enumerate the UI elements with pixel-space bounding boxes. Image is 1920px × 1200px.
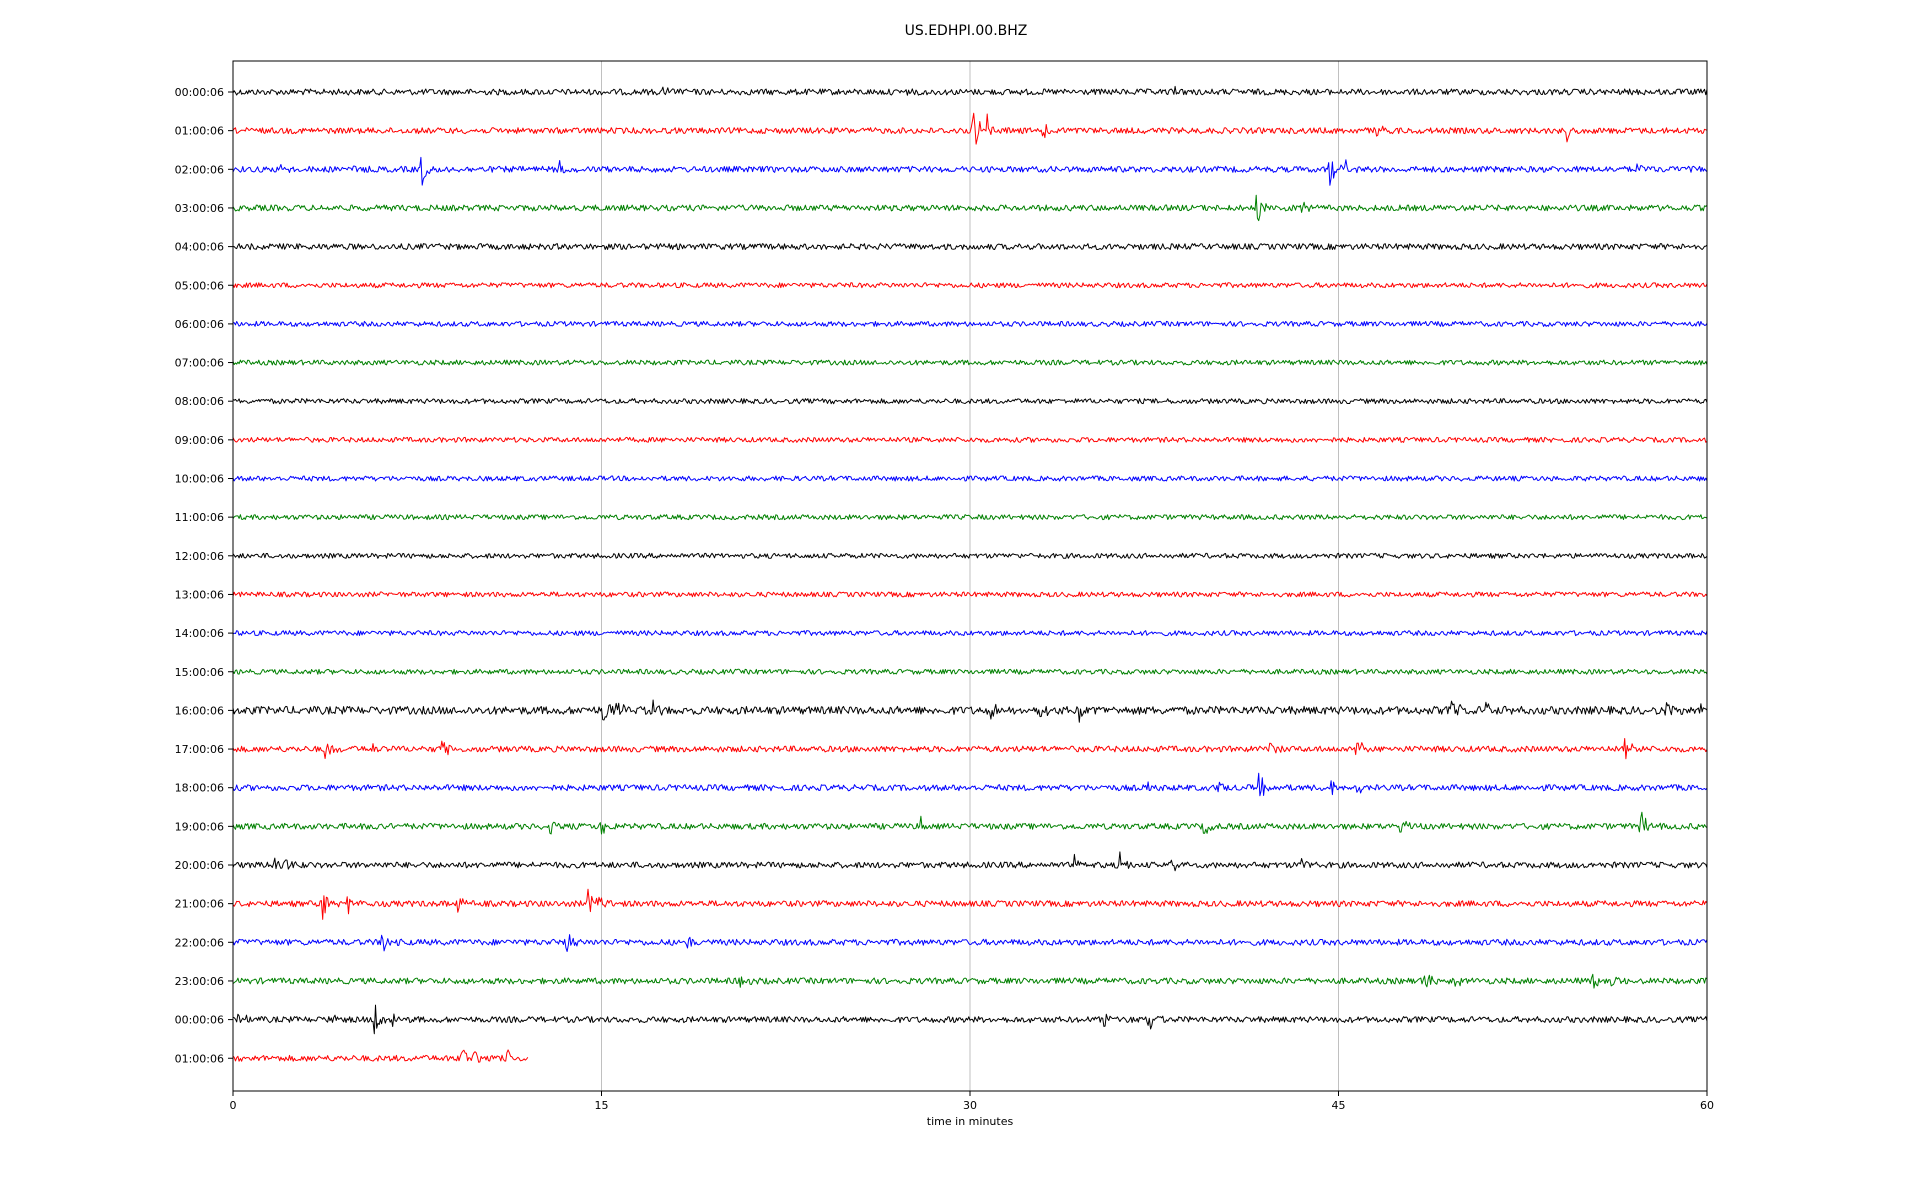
- seismic-trace-row-12: [232, 552, 1708, 559]
- seismic-trace-row-16: [232, 699, 1708, 723]
- seismic-trace-row-10: [232, 475, 1708, 482]
- row-time-label: 20:00:06: [175, 859, 224, 872]
- seismic-trace-row-9: [232, 436, 1708, 443]
- seismic-trace-row-22: [232, 934, 1708, 952]
- seismic-trace-row-4: [233, 243, 1708, 251]
- row-time-label: 22:00:06: [175, 936, 224, 949]
- row-time-label: 05:00:06: [175, 279, 224, 292]
- seismic-trace-row-13: [232, 591, 1708, 598]
- seismic-trace-row-19: [232, 811, 1708, 835]
- seismic-trace-row-7: [232, 359, 1708, 366]
- row-time-label: 12:00:06: [175, 550, 224, 563]
- row-time-labels: 00:00:06 01:00:06 02:00:06 03:00:06 04:00:06…: [175, 86, 233, 1065]
- seismic-trace-row-3: [232, 194, 1708, 222]
- seismic-trace-row-14: [232, 630, 1708, 637]
- plot-frame: [232, 60, 1708, 1092]
- row-time-label: 15:00:06: [175, 666, 224, 679]
- x-tick-label: 30: [963, 1099, 977, 1112]
- seismic-trace-row-25: [232, 1049, 529, 1063]
- row-time-label: 13:00:06: [175, 588, 224, 601]
- row-time-label: 04:00:06: [175, 241, 224, 254]
- row-time-label: 21:00:06: [175, 898, 224, 911]
- row-time-label: 23:00:06: [175, 975, 224, 988]
- row-time-label: 19:00:06: [175, 820, 224, 833]
- x-axis-ticks: 0 15 30 45 60: [230, 1091, 1714, 1112]
- row-time-label: 08:00:06: [175, 395, 224, 408]
- seismic-trace-row-5: [232, 282, 1708, 289]
- seismic-trace-row-0: [232, 85, 1708, 96]
- x-tick-label: 0: [230, 1099, 237, 1112]
- seismic-trace-row-17: [232, 738, 1708, 760]
- seismic-trace-row-18: [232, 772, 1708, 797]
- row-time-label: 01:00:06: [175, 1052, 224, 1065]
- row-time-label: 01:00:06: [175, 125, 224, 138]
- row-time-label: 07:00:06: [175, 357, 224, 370]
- row-time-label: 00:00:06: [175, 86, 224, 99]
- seismic-trace-row-23: [232, 973, 1708, 989]
- seismic-trace-row-15: [232, 668, 1708, 675]
- seismic-trace-row-11: [232, 514, 1708, 521]
- row-time-label: 00:00:06: [175, 1014, 224, 1027]
- chart-title: US.EDHPI.00.BHZ: [905, 23, 1028, 39]
- seismic-trace-row-8: [232, 398, 1708, 405]
- row-time-label: 09:00:06: [175, 434, 224, 447]
- seismic-trace-row-2: [232, 156, 1708, 186]
- seismic-trace-row-24: [232, 1004, 1708, 1035]
- row-time-label: 17:00:06: [175, 743, 224, 756]
- seismic-trace-row-1: [232, 112, 1708, 145]
- row-time-label: 06:00:06: [175, 318, 224, 331]
- x-axis-label: time in minutes: [927, 1115, 1014, 1128]
- x-tick-label: 60: [1700, 1099, 1714, 1112]
- seismic-trace-row-6: [233, 320, 1708, 327]
- seismic-trace-row-20: [232, 851, 1708, 872]
- row-time-label: 11:00:06: [175, 511, 224, 524]
- row-time-label: 10:00:06: [175, 473, 224, 486]
- x-tick-label: 45: [1332, 1099, 1346, 1112]
- vertical-gridlines: [601, 61, 1339, 1091]
- row-time-label: 16:00:06: [175, 704, 224, 717]
- row-time-label: 02:00:06: [175, 163, 224, 176]
- x-tick-label: 15: [595, 1099, 609, 1112]
- seismic-trace-row-21: [232, 888, 1708, 920]
- row-time-label: 14:00:06: [175, 627, 224, 640]
- traces-group: [232, 85, 1708, 1063]
- row-time-label: 18:00:06: [175, 782, 224, 795]
- row-time-label: 03:00:06: [175, 202, 224, 215]
